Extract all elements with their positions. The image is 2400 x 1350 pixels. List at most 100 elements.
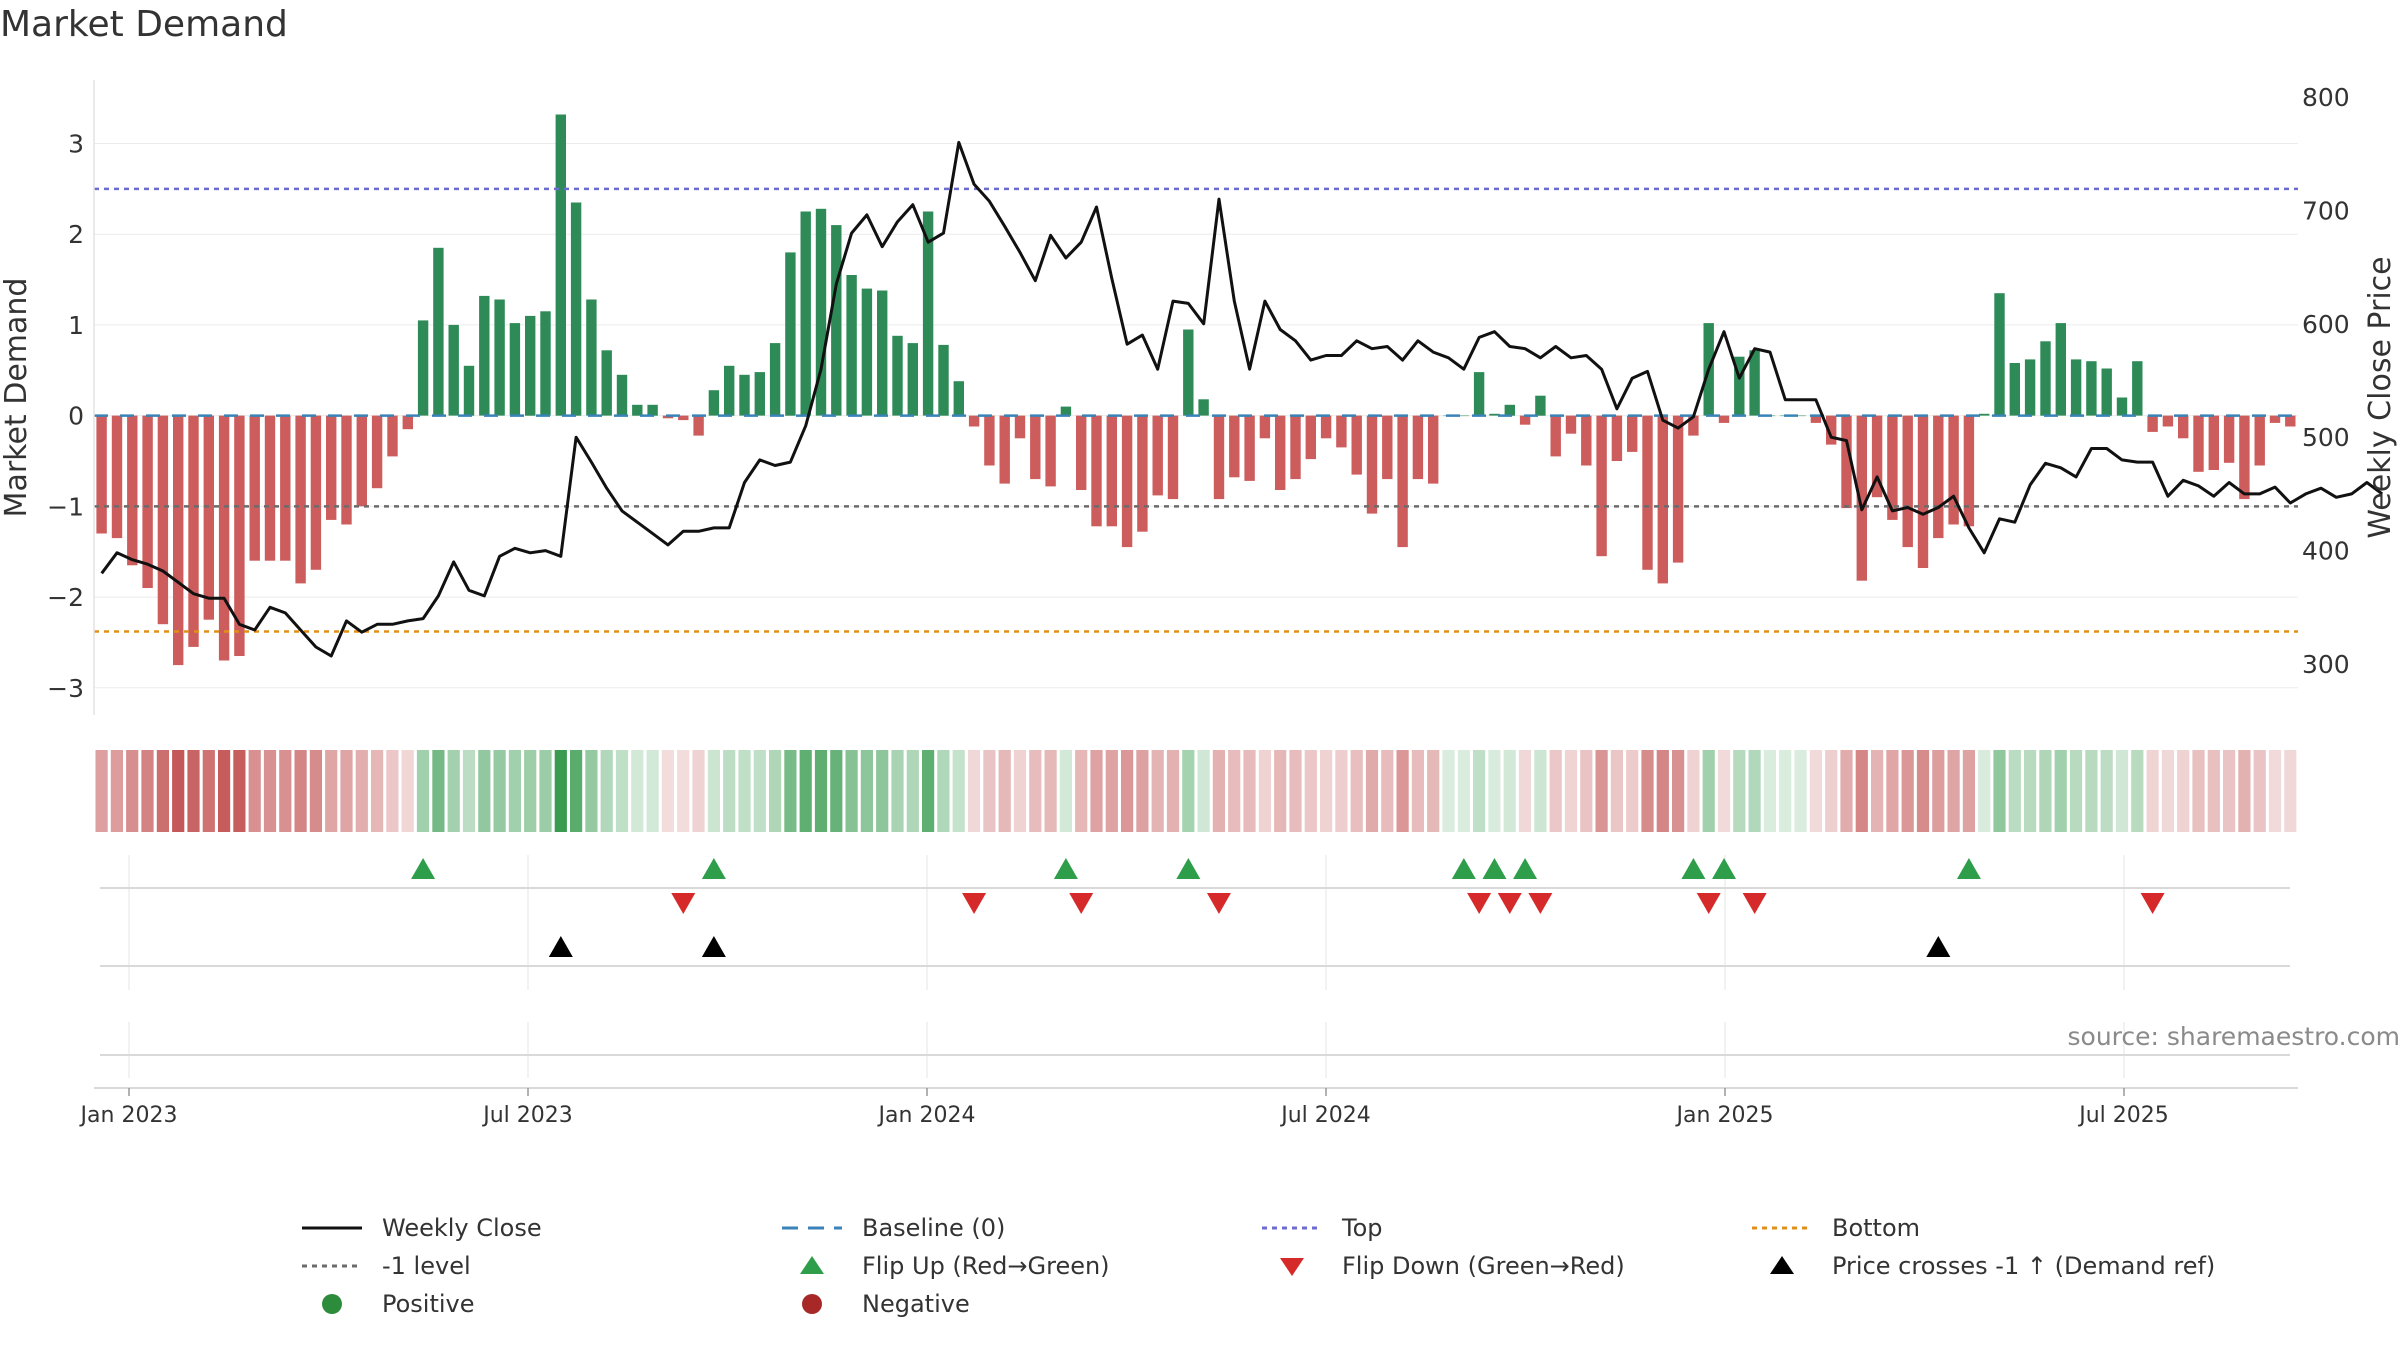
heat-cell — [2039, 750, 2052, 832]
demand-bar — [1642, 415, 1653, 570]
y2-tick-label: 500 — [2302, 423, 2350, 452]
heat-cell — [1825, 750, 1838, 832]
demand-bar — [1229, 415, 1240, 478]
demand-bar — [111, 415, 123, 539]
demand-bar — [800, 211, 811, 416]
demand-bar — [1382, 415, 1393, 480]
demand-bar — [448, 324, 459, 416]
heat-cell — [2268, 750, 2282, 832]
heat-cell — [355, 750, 368, 832]
flip-up-marker — [1712, 858, 1737, 879]
heat-cell — [1105, 750, 1118, 832]
legend-weekly-close: Weekly Close — [300, 1210, 542, 1246]
demand-bar — [1336, 415, 1347, 448]
dotted-line-icon — [1262, 1226, 1322, 1230]
heat-cell — [401, 750, 414, 832]
heat-cell — [2115, 750, 2129, 832]
y-tick-label: 2 — [68, 220, 84, 249]
heat-cell — [309, 750, 322, 832]
heat-cell — [677, 750, 690, 832]
heat-cell — [1381, 750, 1394, 832]
demand-bar — [1030, 415, 1041, 480]
heat-cell — [1411, 750, 1424, 832]
flip-up-marker — [1482, 858, 1507, 879]
heat-cell — [2131, 750, 2144, 832]
demand-bar — [402, 415, 413, 430]
heat-cell — [1136, 750, 1149, 832]
heat-cell — [585, 750, 598, 832]
flip-down-marker — [1497, 893, 1522, 914]
heat-cell — [462, 750, 476, 832]
heat-cell — [2284, 750, 2297, 832]
heat-cell — [891, 750, 904, 832]
demand-bar — [892, 335, 903, 416]
demand-bar — [968, 415, 980, 427]
demand-bar — [2193, 415, 2204, 472]
demand-bar — [417, 320, 429, 416]
triangle-up-icon — [1770, 1256, 1794, 1274]
heat-cell — [799, 750, 812, 832]
heat-cell — [570, 750, 583, 832]
heat-cell — [1809, 750, 1822, 832]
heat-cell — [263, 750, 277, 832]
heat-cell — [723, 750, 736, 832]
demand-bar — [1198, 399, 1209, 416]
demand-bar — [1504, 404, 1515, 416]
demand-bar — [1550, 415, 1561, 457]
heat-cell — [784, 750, 797, 832]
heat-cell — [738, 750, 751, 832]
heat-cell — [1932, 750, 1945, 832]
demand-bar — [861, 288, 873, 416]
demand-bar — [601, 350, 612, 416]
demand-bar — [1060, 406, 1072, 416]
x-tick-label: Jul 2025 — [2077, 1103, 2169, 1128]
demand-bar — [356, 415, 367, 507]
demand-bar — [1366, 415, 1378, 514]
heat-cell — [1365, 750, 1379, 832]
heat-cell — [340, 750, 353, 832]
demand-bar — [1734, 356, 1745, 416]
demand-bar — [724, 365, 735, 416]
demand-bar — [1121, 415, 1133, 548]
heat-cell — [1978, 750, 1991, 832]
flip-down-marker — [1742, 893, 1767, 914]
demand-bar — [1489, 413, 1500, 416]
flip-down-marker — [671, 893, 696, 914]
demand-bar — [2009, 363, 2020, 416]
heat-cell — [2069, 750, 2083, 832]
heat-cell — [279, 750, 292, 832]
demand-bar — [1611, 415, 1623, 461]
demand-bar — [525, 315, 536, 416]
demand-bar — [1581, 415, 1592, 466]
y-tick-label: −3 — [47, 674, 84, 703]
heat-cell — [2054, 750, 2067, 832]
heat-cell — [998, 750, 1011, 832]
legend-minus-one-level: -1 level — [300, 1248, 471, 1284]
demand-bar — [2070, 359, 2082, 416]
heat-cell — [1595, 750, 1608, 832]
heat-cell — [937, 750, 950, 832]
demand-bar — [693, 415, 704, 436]
demand-bar — [1305, 415, 1316, 460]
demand-bar — [1045, 415, 1056, 487]
heat-cell — [2238, 750, 2251, 832]
heat-cell — [2207, 750, 2220, 832]
flip-up-marker — [1956, 858, 1981, 879]
demand-bar — [2040, 341, 2051, 416]
heat-cell — [661, 750, 674, 832]
heat-cell — [1733, 750, 1746, 832]
y2-tick-label: 300 — [2302, 650, 2350, 679]
demand-bar — [769, 343, 781, 416]
axis-labels: 3 2 1 0 −1 −2 −3 800 700 600 500 400 300 Market Deman… — [0, 83, 2398, 1128]
flip-down-marker — [1696, 893, 1721, 914]
demand-bar — [1917, 415, 1929, 568]
demand-bar — [1856, 415, 1867, 581]
demand-bar — [831, 225, 842, 416]
heat-cell — [906, 750, 919, 832]
weekly-close-line — [100, 140, 2384, 658]
heat-cell — [2024, 750, 2037, 832]
demand-bar — [846, 275, 857, 416]
heat-cell — [2253, 750, 2266, 832]
demand-bar — [2101, 368, 2112, 416]
heat-cell — [218, 750, 231, 832]
